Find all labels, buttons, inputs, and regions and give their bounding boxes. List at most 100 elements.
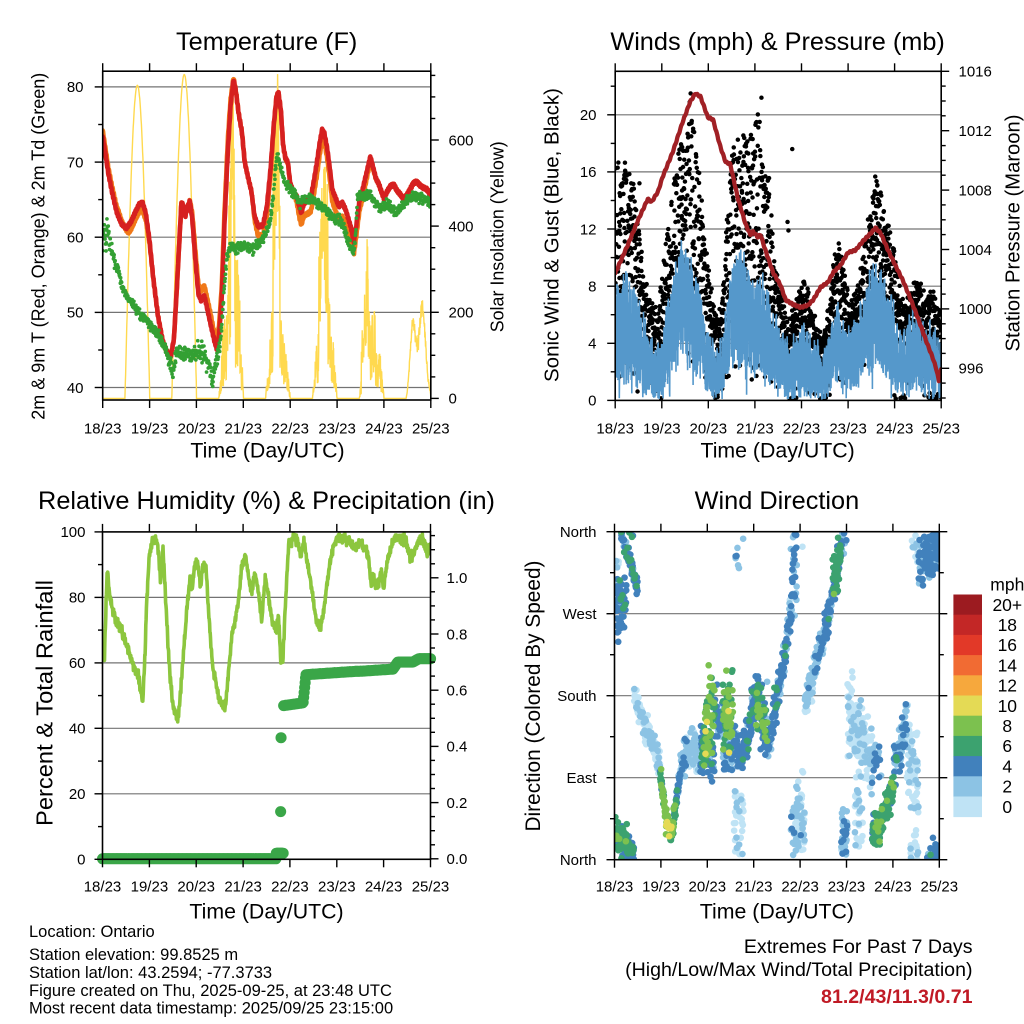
- svg-text:19/23: 19/23: [131, 421, 169, 438]
- svg-text:8: 8: [1002, 716, 1012, 736]
- svg-text:2m & 9m T (Red, Orange) & 2m T: 2m & 9m T (Red, Orange) & 2m Td (Green): [28, 73, 48, 420]
- svg-text:18: 18: [998, 615, 1017, 635]
- svg-text:23/23: 23/23: [829, 421, 867, 438]
- svg-text:50: 50: [67, 305, 84, 322]
- svg-text:21/23: 21/23: [224, 879, 262, 896]
- svg-text:20: 20: [69, 786, 86, 803]
- svg-text:400: 400: [449, 218, 474, 235]
- svg-text:4: 4: [1002, 756, 1012, 776]
- svg-text:16: 16: [580, 164, 597, 181]
- svg-text:(High/Low/Max Wind/Total Preci: (High/Low/Max Wind/Total Precipitation): [625, 959, 972, 981]
- svg-text:0.8: 0.8: [447, 626, 468, 643]
- svg-text:0.2: 0.2: [447, 795, 468, 812]
- svg-text:14: 14: [998, 655, 1018, 675]
- svg-text:Station Pressure (Maroon): Station Pressure (Maroon): [1003, 115, 1024, 352]
- svg-text:23/23: 23/23: [318, 879, 356, 896]
- svg-text:Sonic Wind & Gust (Blue, Black: Sonic Wind & Gust (Blue, Black): [542, 88, 564, 382]
- svg-text:80: 80: [69, 590, 86, 607]
- svg-text:22/23: 22/23: [781, 879, 819, 896]
- svg-text:21/23: 21/23: [736, 421, 774, 438]
- svg-text:North: North: [560, 852, 597, 869]
- svg-text:20+: 20+: [992, 595, 1022, 615]
- svg-text:Figure created on Thu, 2025-09: Figure created on Thu, 2025-09-25, at 23…: [29, 982, 392, 1000]
- svg-text:0.4: 0.4: [447, 739, 468, 756]
- svg-text:80: 80: [67, 79, 84, 96]
- svg-text:200: 200: [449, 305, 474, 322]
- svg-text:mph: mph: [990, 575, 1024, 595]
- svg-text:0: 0: [1002, 797, 1012, 817]
- svg-text:60: 60: [69, 655, 86, 672]
- svg-text:18/23: 18/23: [596, 421, 634, 438]
- svg-text:996: 996: [959, 361, 984, 378]
- svg-text:1012: 1012: [959, 123, 992, 140]
- svg-text:Percent & Total Rainfall: Percent & Total Rainfall: [32, 580, 58, 826]
- svg-text:Temperature (F): Temperature (F): [176, 28, 357, 56]
- svg-text:19/23: 19/23: [643, 421, 681, 438]
- svg-text:1008: 1008: [959, 182, 992, 199]
- svg-text:West: West: [563, 606, 598, 623]
- svg-text:22/23: 22/23: [271, 879, 309, 896]
- svg-text:20/23: 20/23: [178, 421, 216, 438]
- svg-text:19/23: 19/23: [642, 879, 680, 896]
- svg-text:4: 4: [588, 336, 596, 353]
- svg-text:18/23: 18/23: [84, 421, 122, 438]
- svg-text:1000: 1000: [959, 301, 992, 318]
- svg-text:18/23: 18/23: [596, 879, 634, 896]
- svg-text:1.0: 1.0: [447, 570, 468, 587]
- svg-text:0: 0: [449, 391, 457, 408]
- svg-text:North: North: [560, 524, 597, 541]
- svg-text:0.6: 0.6: [447, 683, 468, 700]
- svg-text:81.2/43/11.3/0.71: 81.2/43/11.3/0.71: [821, 986, 973, 1008]
- svg-text:25/23: 25/23: [922, 421, 960, 438]
- svg-text:60: 60: [67, 230, 84, 247]
- svg-text:21/23: 21/23: [735, 879, 773, 896]
- svg-text:12: 12: [998, 676, 1017, 696]
- svg-text:24/23: 24/23: [365, 879, 403, 896]
- svg-text:10: 10: [998, 696, 1018, 716]
- svg-text:1016: 1016: [959, 64, 992, 81]
- svg-text:24/23: 24/23: [876, 421, 914, 438]
- svg-text:600: 600: [449, 132, 474, 149]
- svg-text:70: 70: [67, 154, 84, 171]
- svg-text:20: 20: [580, 107, 597, 124]
- svg-text:Extremes For Past 7 Days: Extremes For Past 7 Days: [744, 936, 973, 958]
- svg-text:Time (Day/UTC): Time (Day/UTC): [700, 900, 854, 924]
- svg-text:East: East: [566, 770, 597, 787]
- svg-text:25/23: 25/23: [412, 879, 450, 896]
- svg-text:South: South: [557, 688, 596, 705]
- svg-text:24/23: 24/23: [365, 421, 403, 438]
- svg-text:20/23: 20/23: [690, 421, 728, 438]
- svg-text:Time (Day/UTC): Time (Day/UTC): [190, 439, 344, 463]
- svg-text:Wind Direction: Wind Direction: [695, 487, 859, 515]
- svg-text:6: 6: [1002, 736, 1012, 756]
- svg-text:100: 100: [60, 524, 85, 541]
- svg-text:20/23: 20/23: [177, 879, 215, 896]
- svg-text:Time (Day/UTC): Time (Day/UTC): [189, 900, 343, 924]
- svg-text:Most recent data timestamp: 20: Most recent data timestamp: 2025/09/25 2…: [29, 1000, 393, 1018]
- svg-text:Solar Insolation (Yellow): Solar Insolation (Yellow): [488, 141, 508, 332]
- svg-text:Relative Humidity (%) & Precip: Relative Humidity (%) & Precipitation (i…: [38, 487, 495, 515]
- svg-text:Station elevation: 99.8525 m: Station elevation: 99.8525 m: [29, 946, 238, 964]
- svg-text:19/23: 19/23: [131, 879, 169, 896]
- svg-text:1004: 1004: [959, 242, 992, 259]
- svg-text:Time (Day/UTC): Time (Day/UTC): [700, 439, 854, 463]
- svg-text:23/23: 23/23: [318, 421, 356, 438]
- svg-text:23/23: 23/23: [828, 879, 866, 896]
- svg-text:40: 40: [67, 380, 84, 397]
- svg-text:12: 12: [580, 221, 597, 238]
- svg-text:Winds (mph) & Pressure (mb): Winds (mph) & Pressure (mb): [610, 28, 945, 56]
- svg-text:0.0: 0.0: [447, 851, 468, 868]
- svg-text:18/23: 18/23: [84, 879, 122, 896]
- svg-text:Station lat/lon: 43.2594; -77.: Station lat/lon: 43.2594; -77.3733: [29, 964, 272, 982]
- svg-text:25/23: 25/23: [921, 879, 959, 896]
- svg-text:0: 0: [77, 852, 85, 869]
- svg-text:24/23: 24/23: [874, 879, 912, 896]
- svg-text:16: 16: [998, 635, 1017, 655]
- svg-text:2: 2: [1002, 777, 1012, 797]
- svg-text:25/23: 25/23: [412, 421, 450, 438]
- svg-text:0: 0: [588, 393, 596, 410]
- svg-text:40: 40: [69, 721, 86, 738]
- svg-text:Location: Ontario: Location: Ontario: [29, 923, 155, 941]
- svg-text:22/23: 22/23: [271, 421, 309, 438]
- svg-text:22/23: 22/23: [783, 421, 821, 438]
